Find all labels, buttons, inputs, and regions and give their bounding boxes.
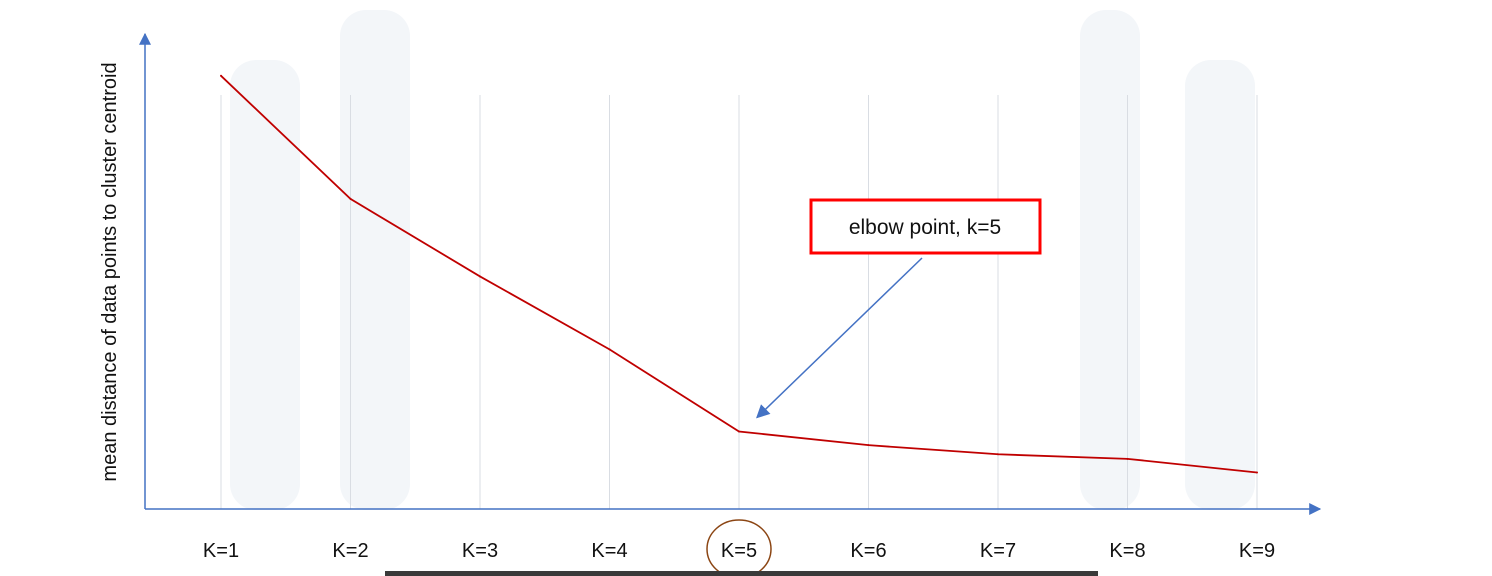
data-point bbox=[479, 275, 481, 278]
video-progress-bar bbox=[385, 571, 1098, 576]
data-point bbox=[1126, 457, 1129, 460]
highlight-circle bbox=[706, 519, 772, 576]
annotation: elbow point, k=5 bbox=[809, 198, 1042, 255]
annotation-arrow bbox=[756, 257, 923, 419]
data-point bbox=[997, 453, 999, 456]
x-tick-label: K=3 bbox=[462, 540, 498, 562]
background-decoration bbox=[340, 10, 410, 510]
x-tick-label: K=9 bbox=[1239, 540, 1275, 562]
data-point bbox=[738, 430, 740, 433]
x-tick-label: K=6 bbox=[850, 540, 886, 562]
x-tick-label: K=1 bbox=[203, 540, 239, 562]
data-point bbox=[608, 348, 611, 351]
data-point bbox=[220, 74, 222, 77]
background-decoration bbox=[230, 60, 300, 510]
x-tick-label: K=8 bbox=[1109, 540, 1145, 562]
annotation-box bbox=[809, 198, 1042, 255]
data-point bbox=[867, 444, 870, 447]
x-tick-label: K=5 bbox=[721, 540, 757, 562]
x-tick-label: K=2 bbox=[332, 540, 368, 562]
y-axis-label: mean distance of data points to cluster … bbox=[99, 62, 121, 481]
background-decoration bbox=[1080, 10, 1140, 510]
data-point bbox=[1256, 471, 1258, 474]
x-tick-label: K=4 bbox=[591, 540, 627, 562]
annotation-text: elbow point, k=5 bbox=[849, 216, 1001, 239]
background-decoration bbox=[1185, 60, 1255, 510]
data-point bbox=[349, 197, 352, 200]
x-tick-label: K=7 bbox=[980, 540, 1016, 562]
